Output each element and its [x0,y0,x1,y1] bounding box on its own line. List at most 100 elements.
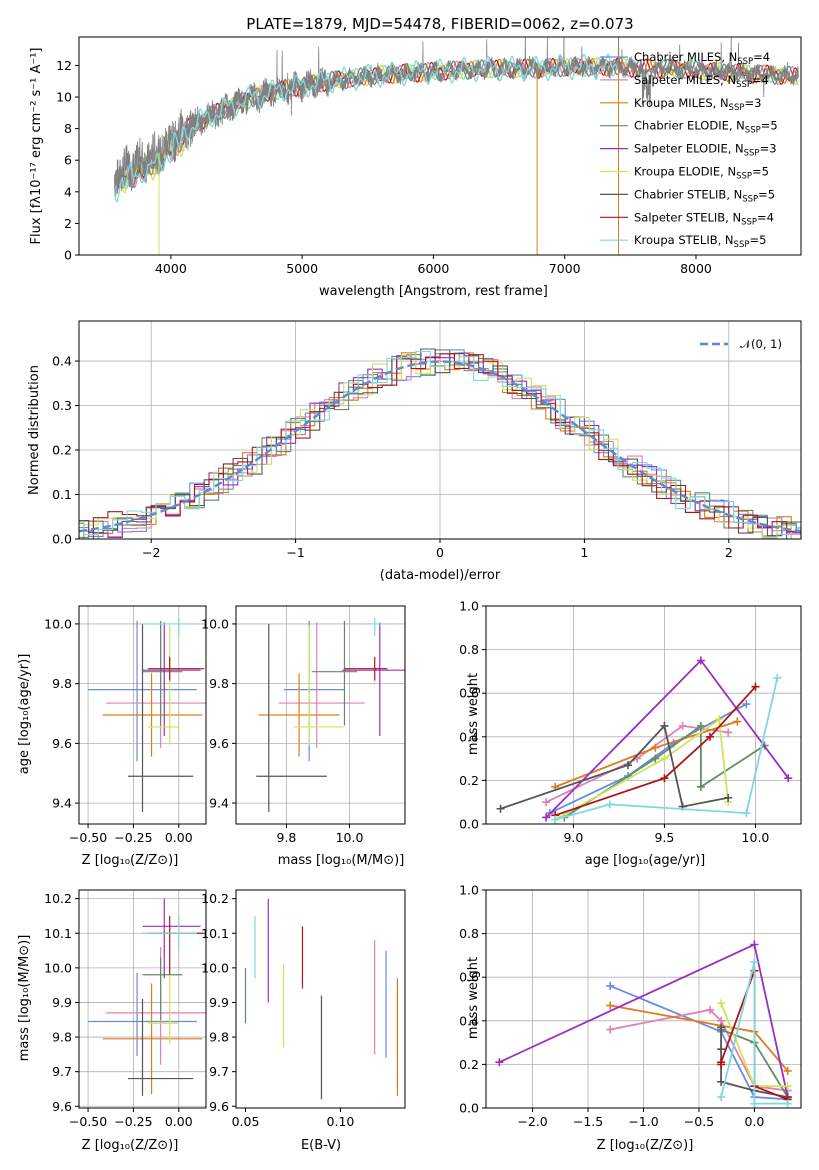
weight-vs-age-marker-kroupa-miles-2 [733,717,742,726]
figure-title: PLATE=1879, MJD=54478, FIBERID=0062, z=0… [246,15,633,33]
legend-name: Chabrier STELIB, N [634,187,742,201]
weight-vs-age-marker-salpeter-miles-0 [542,798,551,807]
legend-label-salpeter-miles: Salpeter MILES, NSSP=4 [634,73,769,90]
weight-vs-Z-marker-kroupa-stelib-2 [750,1099,759,1108]
weight-vs-Z-xtick-label-2: −1.0 [628,1114,658,1129]
legend-subscript: SSP [744,149,760,159]
weight-vs-Z-ytick-label-5: 1.0 [459,883,479,898]
spectrum-ylabel: Flux [fλ10⁻¹⁷ erg cm⁻² s⁻¹ A⁻¹] [29,48,44,245]
mass-vs-ebv-xtick-label-1: 0.10 [327,1114,355,1129]
legend-subscript: SSP [737,57,753,67]
weight-vs-Z-ytick-label-2: 0.4 [459,1013,479,1028]
gauss-legend-label: 𝒩(0, 1) [740,337,782,351]
mass-vs-Z-axes-frame [78,889,207,1109]
mass-vs-ebv-ytick-label-1: 9.7 [209,1064,229,1079]
age-vs-Z-xtick-label-0: −0.50 [69,830,107,845]
spectrum-xtick-label-4: 8000 [680,261,712,276]
weight-vs-age-line-kroupa-elodie [554,717,730,821]
age-vs-Z-xtick-label-1: −0.25 [114,830,152,845]
weight-vs-age-marker-salpeter-stelib-2 [705,732,714,741]
weight-vs-Z-marker-salpeter-elodie-1 [750,940,759,949]
spectrum-ytick-label-5: 10 [56,90,72,105]
legend-label-chabrier-elodie: Chabrier ELODIE, NSSP=5 [634,119,778,136]
weight-vs-age-marker-chabrier-elodie-1 [651,754,660,763]
spectrum-xlabel: wavelength [Angstrom, rest frame] [319,284,548,299]
weight-vs-age-marker-salpeter-stelib-1 [660,774,669,783]
legend-subscript: SSP [729,103,745,113]
weight-vs-age-marker-kroupa-miles-1 [651,743,660,752]
legend-label-kroupa-stelib: Kroupa STELIB, NSSP=5 [634,233,766,250]
weight-vs-Z-marker-chabrier-miles-0 [606,981,615,990]
weight-vs-Z-xtick-label-3: −0.5 [684,1114,714,1129]
weight-vs-Z-ytick-label-1: 0.2 [459,1057,479,1072]
weight-vs-age-line-kroupa-stelib [554,677,779,821]
weight-vs-age-marker-salpeter-stelib-3 [751,682,760,691]
weight-vs-age-marker-kroupa-stelib-1 [605,800,614,809]
legend-nssp-value: =5 [752,165,769,179]
mass-vs-ebv-ytick-label-4: 10.0 [201,960,229,975]
weight-vs-age-marker-kroupa-elodie-2 [715,715,724,724]
legend-name: Salpeter ELODIE, N [634,142,744,156]
spectrum-panel: wavelength [Angstrom, rest frame] Flux [… [29,36,802,299]
residuals-xtick-label-4: 2 [725,545,733,560]
weight-vs-Z-marker-kroupa-miles-2 [783,1066,792,1075]
residual-hist-kroupa-stelib [79,350,801,539]
age-vs-Z-ytick-label-2: 9.8 [52,676,72,691]
residuals-xtick-label-0: −2 [142,545,160,560]
weight-vs-age-marker-kroupa-stelib-0 [551,815,560,824]
weight-vs-Z-marker-chabrier-stelib-0 [717,1023,726,1032]
age-vs-mass-xtick-label-1: 10.0 [336,830,364,845]
weight-vs-age-marker-chabrier-elodie-3 [696,782,705,791]
weight-vs-age-ytick-label-3: 0.6 [459,686,479,701]
age-vs-Z-ytick-label-0: 9.4 [52,796,72,811]
mass-vs-ebv-ytick-label-0: 9.6 [209,1099,229,1114]
spectrum-ytick-label-0: 0 [64,248,72,263]
legend-name: Chabrier MILES, N [634,50,737,64]
mass-vs-ebv-xlabel: E(B-V) [301,1138,341,1153]
weight-vs-age-panel: age [log₁₀(age/yr)] mass weight 9.0 9.5 10… [459,599,802,868]
residuals-ytick-label-3: 0.3 [52,398,72,413]
mass-vs-Z-xtick-label-2: 0.00 [165,1114,193,1129]
legend-nssp-value: =4 [757,210,774,224]
weight-vs-Z-marker-chabrier-stelib-2 [717,1077,726,1086]
mass-vs-ebv-xtick-label-0: 0.05 [232,1114,260,1129]
age-vs-mass-panel: mass [log₁₀(M/M⊙)] 9.8 10.0 9.4 9.6 9.8 10.0 [201,605,406,868]
spectrum-ytick-label-2: 4 [64,184,72,199]
mass-vs-Z-ytick-label-3: 9.9 [52,995,72,1010]
legend-nssp-value: =4 [752,73,769,87]
legend-label-chabrier-stelib: Chabrier STELIB, NSSP=5 [634,187,775,204]
weight-vs-age-marker-kroupa-stelib-2 [742,809,751,818]
weight-vs-age-ylabel: mass weight [466,673,481,755]
weight-vs-age-marker-salpeter-elodie-2 [784,774,793,783]
residuals-axes-frame [78,320,802,540]
mass-vs-Z-ytick-label-6: 10.2 [44,891,72,906]
mass-vs-ebv-axes-frame [235,889,406,1109]
legend-nssp-value: =3 [744,96,761,110]
residuals-ytick-label-2: 0.2 [52,443,72,458]
age-vs-Z-ylabel: age [log₁₀(age/yr)] [17,654,32,775]
residuals-xtick-label-2: 0 [436,545,444,560]
legend-name: Salpeter MILES, N [634,73,736,87]
legend-label-salpeter-stelib: Salpeter STELIB, NSSP=4 [634,210,774,227]
legend-name: Salpeter STELIB, N [634,210,741,224]
legend-nssp-value: =5 [761,119,778,133]
weight-vs-Z-line-kroupa-stelib [720,961,788,1105]
spectrum-ytick-label-6: 12 [56,58,72,73]
weight-vs-age-marker-salpeter-miles-2 [678,721,687,730]
weight-vs-age-marker-kroupa-stelib-3 [773,673,782,682]
age-vs-mass-ytick-label-0: 9.4 [209,796,229,811]
weight-vs-age-marker-chabrier-elodie-2 [696,721,705,730]
weight-vs-age-line-kroupa-miles [554,720,738,788]
weight-vs-Z-xtick-label-4: 0.0 [744,1114,764,1129]
spectrum-axes-frame [78,36,802,256]
mass-vs-ebv-ytick-label-3: 9.9 [209,995,229,1010]
weight-vs-Z-xtick-label-0: −2.0 [517,1114,547,1129]
spectrum-xtick-label-1: 5000 [286,261,318,276]
spectrum-xtick-label-2: 6000 [418,261,450,276]
spectrum-ytick-label-3: 6 [64,153,72,168]
weight-vs-Z-axes-frame [485,889,802,1109]
legend-name: Kroupa ELODIE, N [634,165,736,179]
age-vs-mass-ytick-label-3: 10.0 [201,616,229,631]
weight-vs-age-ytick-label-4: 0.8 [459,642,479,657]
